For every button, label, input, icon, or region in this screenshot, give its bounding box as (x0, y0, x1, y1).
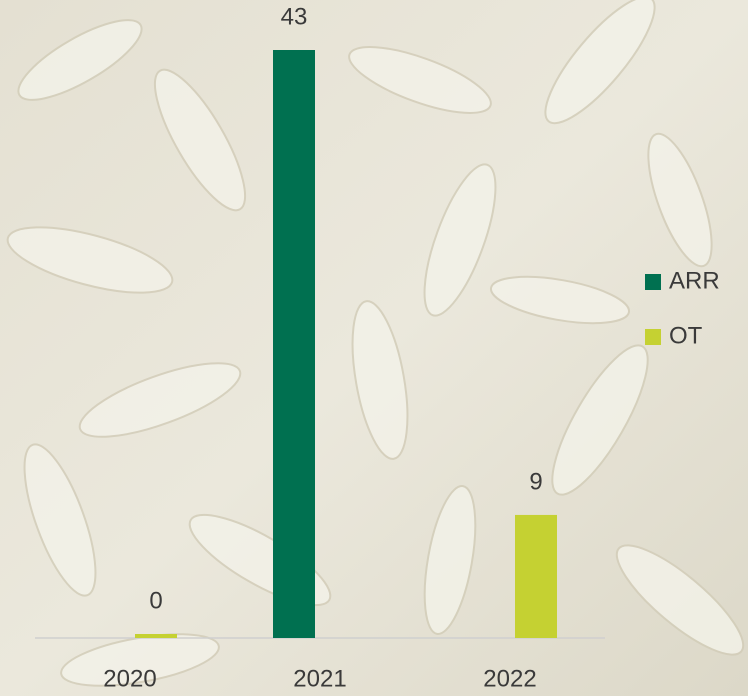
legend-label: OT (669, 322, 703, 349)
x-tick-label: 2021 (293, 665, 346, 692)
x-tick-label: 2022 (483, 665, 536, 692)
data-label: 43 (281, 3, 308, 30)
bar (135, 634, 177, 638)
data-label: 9 (529, 468, 542, 495)
x-tick-label: 2020 (103, 665, 156, 692)
bar (273, 50, 315, 638)
legend-label: ARR (669, 267, 720, 294)
data-label: 0 (149, 587, 162, 614)
legend-swatch (645, 274, 661, 290)
legend-swatch (645, 329, 661, 345)
bar (515, 514, 557, 638)
